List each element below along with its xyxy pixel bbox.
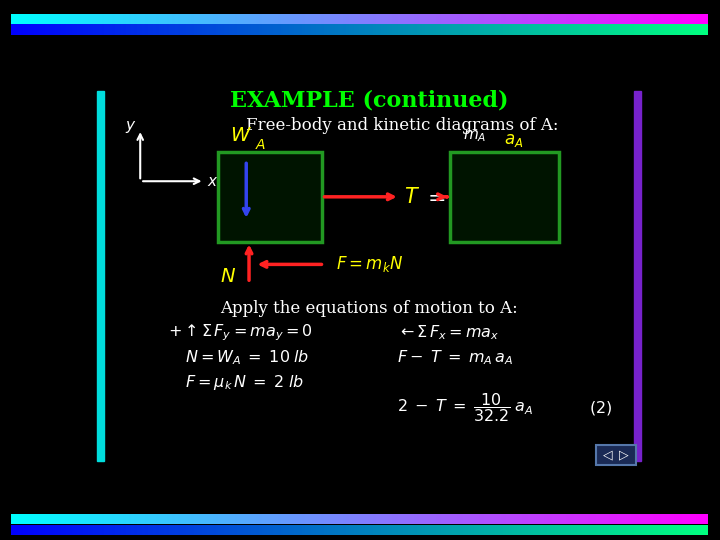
Text: $F = \mu_k\,N\;=\;2\;lb$: $F = \mu_k\,N\;=\;2\;lb$ [185, 373, 304, 393]
Text: $m_A$: $m_A$ [464, 129, 487, 144]
Bar [595, 445, 636, 465]
Text: x: x [207, 174, 216, 188]
Text: $F-\;T\;=\;m_A\,a_A$: $F-\;T\;=\;m_A\,a_A$ [397, 349, 513, 367]
Text: $\mathit{a}_A$: $\mathit{a}_A$ [505, 132, 523, 149]
Text: y: y [126, 118, 135, 133]
Text: Free-body and kinetic diagrams of A:: Free-body and kinetic diagrams of A: [246, 117, 559, 133]
Text: $\mathit{F = m_k N}$: $\mathit{F = m_k N}$ [336, 254, 403, 274]
Text: $\leftarrow\Sigma\, F_x = ma_x$: $\leftarrow\Sigma\, F_x = ma_x$ [397, 323, 499, 342]
Bar [218, 152, 322, 241]
Text: $+\uparrow\Sigma\, F_y = ma_y = 0$: $+\uparrow\Sigma\, F_y = ma_y = 0$ [168, 323, 313, 343]
Text: ▷: ▷ [618, 448, 629, 461]
Text: $(2)$: $(2)$ [590, 399, 613, 417]
Bar [450, 152, 559, 241]
Text: $\mathit{N}$: $\mathit{N}$ [220, 268, 236, 286]
Text: Apply the equations of motion to A:: Apply the equations of motion to A: [220, 300, 518, 316]
Text: $\mathit{W}$: $\mathit{W}$ [230, 127, 251, 145]
Text: $2\;-\;T\;=\;\dfrac{10}{32.2}\;a_A$: $2\;-\;T\;=\;\dfrac{10}{32.2}\;a_A$ [397, 392, 534, 424]
Bar [96, 91, 104, 461]
Text: $=$: $=$ [423, 186, 446, 208]
Text: $\mathit{A}$: $\mathit{A}$ [255, 138, 266, 152]
Text: ◁: ◁ [603, 448, 613, 461]
Text: $N = W_A\;=\;10\;lb$: $N = W_A\;=\;10\;lb$ [185, 349, 309, 367]
Text: $\mathit{T}$: $\mathit{T}$ [405, 187, 420, 207]
Bar [634, 91, 642, 461]
Text: EXAMPLE (continued): EXAMPLE (continued) [230, 89, 508, 111]
